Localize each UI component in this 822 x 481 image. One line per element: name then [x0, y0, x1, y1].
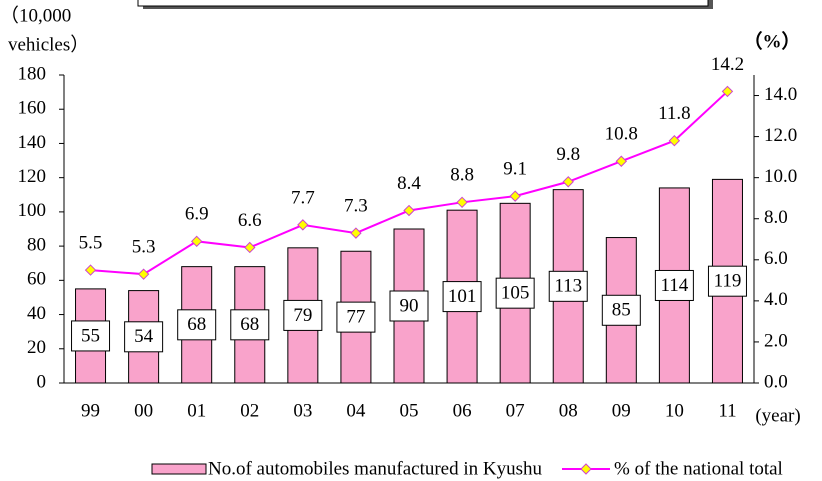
line-marker	[244, 241, 256, 254]
x-tick-label: 06	[453, 400, 472, 421]
bar-label-box	[495, 277, 535, 309]
line-label: 6.6	[238, 210, 262, 231]
bar-label-box	[283, 299, 323, 331]
line-marker	[350, 227, 362, 239]
line-label: 14.2	[711, 54, 744, 75]
line-label: 11.8	[658, 103, 691, 124]
line-marker	[562, 176, 574, 188]
legend-swatch	[151, 463, 207, 475]
x-tick-label: 10	[665, 400, 684, 421]
bar-label-box	[177, 309, 217, 341]
line-label: 9.1	[503, 159, 527, 180]
x-tick-label: 99	[81, 400, 100, 421]
line-marker	[190, 235, 203, 248]
bar-label: 101	[448, 286, 477, 307]
x-axis-label: (year)	[755, 405, 800, 426]
x-tick-label: 01	[187, 400, 206, 421]
line-label: 5.5	[79, 232, 103, 253]
y-tick-label: 80	[27, 234, 46, 255]
bar-label: 90	[400, 295, 419, 316]
legend-marker	[580, 463, 592, 475]
line-marker	[297, 219, 309, 231]
legend-label: % of the national total	[614, 458, 783, 479]
x-tick-label: 11	[718, 400, 736, 421]
line-marker	[668, 134, 681, 147]
bar-label: 114	[660, 275, 688, 296]
y-tick-label: 20	[27, 337, 46, 358]
line-marker	[721, 85, 734, 98]
line-marker	[403, 204, 415, 217]
x-tick-label: 02	[240, 400, 259, 421]
line-marker	[509, 190, 521, 202]
bar-label: 119	[714, 271, 742, 292]
bar-label: 79	[293, 305, 312, 326]
legend-label: No.of automobiles manufactured in Kyushu	[208, 458, 543, 479]
y-axis-label: （10,000	[0, 4, 71, 26]
line-marker	[615, 155, 628, 167]
bar-label-box	[442, 281, 482, 313]
line-label: 7.7	[291, 187, 315, 208]
y-tick-label: 0	[37, 371, 47, 392]
y2-tick-label: 4.0	[764, 289, 788, 310]
y-tick-label: 60	[27, 269, 46, 290]
line-label: 7.3	[344, 195, 368, 216]
y2-tick-label: 0.0	[764, 371, 788, 392]
x-tick-label: 03	[293, 400, 312, 421]
x-tick-label: 07	[506, 400, 525, 421]
x-tick-label: 05	[400, 400, 419, 421]
line-label: 5.3	[132, 237, 156, 258]
line-marker	[84, 264, 97, 276]
y-tick-label: 140	[18, 132, 47, 153]
bar-label-box	[336, 301, 376, 333]
x-tick-label: 09	[612, 400, 631, 421]
y-tick-label: 120	[18, 166, 47, 187]
bar-label-box	[654, 269, 694, 301]
y2-tick-label: 8.0	[764, 207, 788, 228]
bar-label: 68	[187, 314, 206, 335]
bar-label: 54	[134, 326, 154, 347]
y-axis-label: vehicles）	[8, 33, 89, 55]
x-tick-label: 08	[559, 400, 578, 421]
y2-tick-label: 2.0	[764, 330, 788, 351]
bar-label-box	[230, 309, 270, 341]
bar-label: 113	[554, 276, 582, 297]
x-tick-label: 04	[346, 400, 366, 421]
bar-label-box	[601, 294, 641, 326]
bar-label: 68	[240, 314, 259, 335]
bar-label-box	[707, 265, 747, 297]
bar-label-box	[124, 321, 164, 353]
line-label: 6.9	[185, 204, 209, 225]
bar-label-box	[71, 320, 111, 352]
line-marker	[456, 196, 468, 209]
y-tick-label: 100	[18, 200, 47, 221]
y-tick-label: 40	[27, 303, 46, 324]
bar-label: 105	[501, 283, 530, 304]
title-box	[137, 0, 709, 7]
bar-label: 85	[612, 300, 631, 321]
y2-tick-label: 10.0	[764, 166, 797, 187]
y2-tick-label: 14.0	[764, 84, 797, 105]
bar-label-box	[548, 270, 588, 302]
x-tick-label: 00	[134, 400, 153, 421]
y2-tick-label: 12.0	[764, 125, 797, 146]
line-label: 8.4	[397, 173, 421, 194]
line-marker	[137, 268, 150, 280]
bar-label: 77	[346, 306, 365, 327]
y2-tick-label: 6.0	[764, 248, 788, 269]
line-label: 9.8	[556, 144, 580, 165]
y2-axis-label: （%）	[743, 29, 800, 52]
line-label: 10.8	[605, 124, 638, 145]
y-tick-label: 160	[18, 98, 47, 119]
bar-label-box	[389, 290, 429, 322]
bar-label: 55	[81, 325, 100, 346]
line-label: 8.8	[450, 165, 474, 186]
y-tick-label: 180	[18, 63, 47, 84]
